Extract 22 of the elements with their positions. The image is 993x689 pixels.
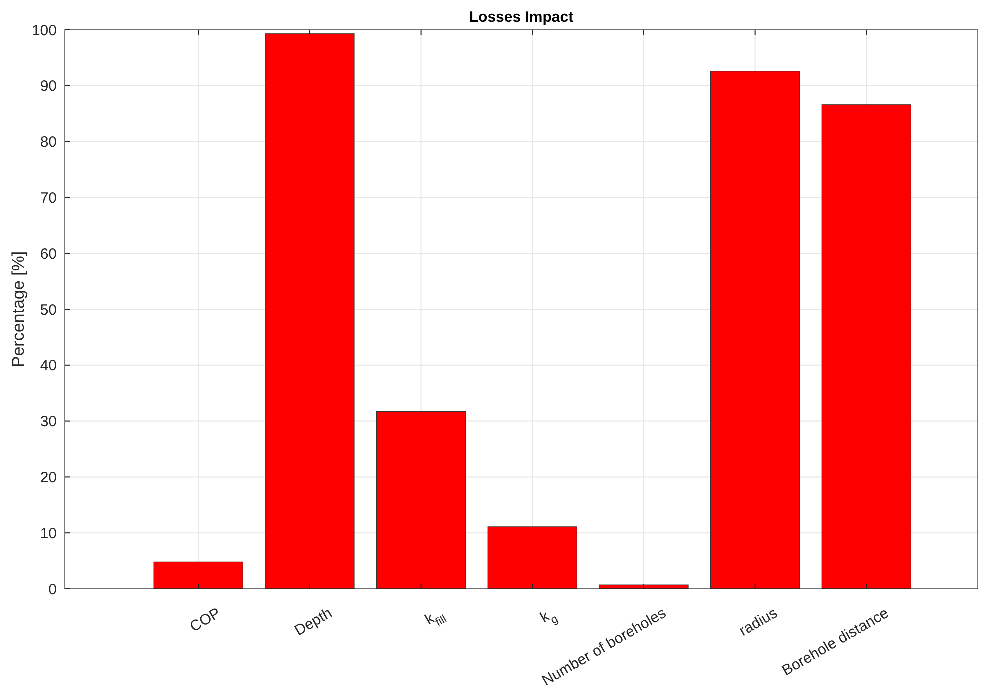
y-tick-label: 80 [40, 134, 57, 152]
y-tick-label: 0 [48, 581, 57, 598]
y-tick-label: 10 [40, 525, 57, 542]
y-tick-label: 30 [40, 414, 57, 431]
x-tick-label: k$_{fill}$ [422, 610, 450, 630]
y-tick-label: 100 [32, 22, 57, 40]
y-tick-label: 20 [40, 469, 57, 486]
bar [488, 526, 578, 590]
bar [376, 411, 466, 590]
y-axis-title: Percentage [%] [9, 251, 28, 368]
bar [822, 104, 912, 590]
x-tick-label: k$_{g}$ [537, 608, 560, 628]
y-tick-label: 60 [40, 246, 57, 263]
chart-title: Losses Impact [469, 9, 574, 26]
bar [710, 71, 800, 590]
x-tick-label: COP [187, 604, 224, 636]
y-tick-label: 40 [40, 358, 57, 375]
y-tick-label: 70 [40, 190, 57, 207]
y-tick-label: 50 [40, 302, 57, 319]
bar [154, 562, 244, 590]
y-tick-label: 90 [40, 78, 57, 96]
bar [265, 34, 355, 590]
